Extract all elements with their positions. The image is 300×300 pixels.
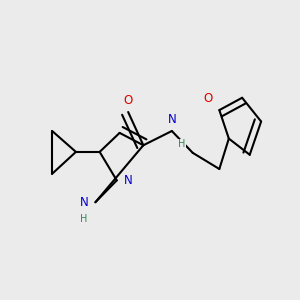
Text: N: N <box>167 113 176 126</box>
Text: O: O <box>203 92 213 105</box>
Text: H: H <box>178 139 185 149</box>
Text: O: O <box>124 94 133 107</box>
Text: H: H <box>80 214 88 224</box>
Text: N: N <box>124 174 133 187</box>
Text: N: N <box>80 196 88 209</box>
